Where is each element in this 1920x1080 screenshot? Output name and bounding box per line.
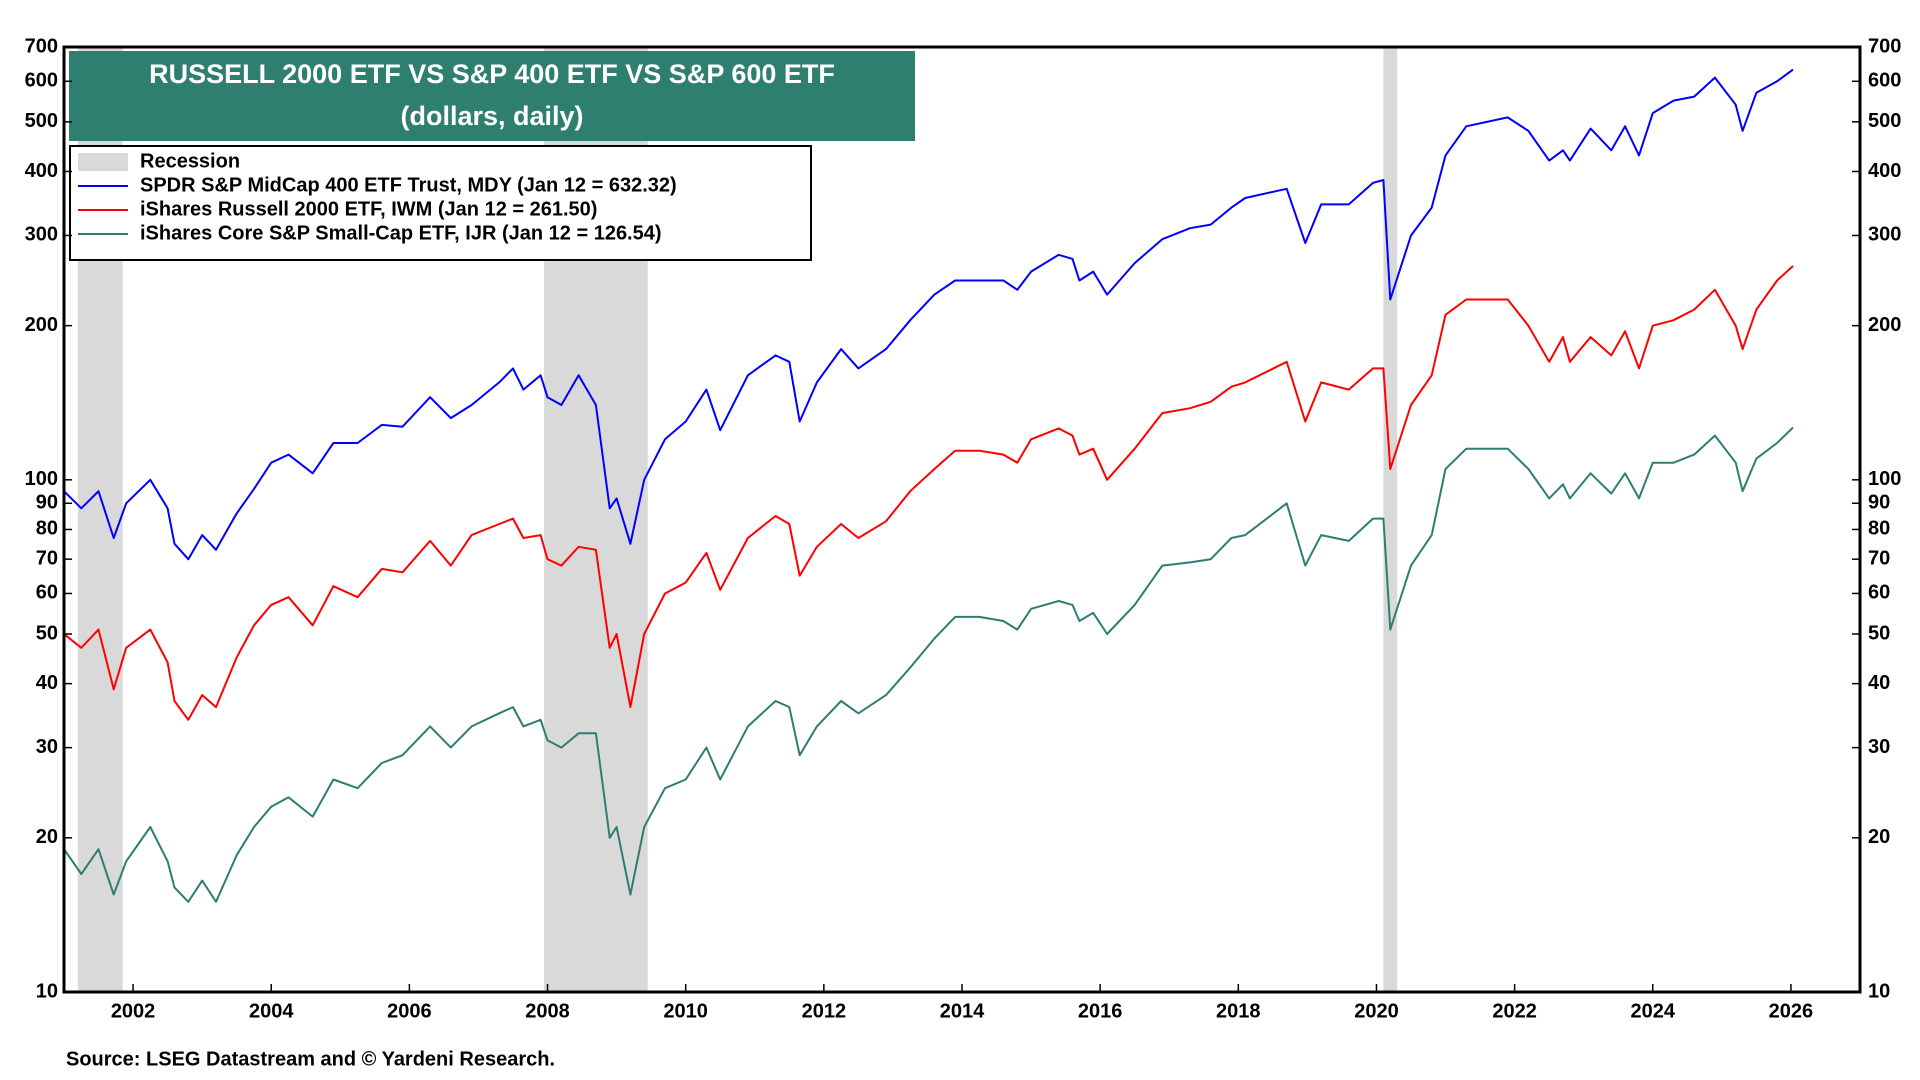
x-tick-label: 2016 <box>1078 1000 1123 1022</box>
x-tick-label: 2010 <box>663 1000 708 1022</box>
y-tick-label: 200 <box>25 314 58 336</box>
y2-tick-label: 20 <box>1868 826 1890 848</box>
y2-tick-label: 700 <box>1868 35 1901 57</box>
y-tick-label: 30 <box>36 736 58 758</box>
series-line <box>63 426 1794 903</box>
y-tick-label: 10 <box>36 980 58 1002</box>
y-tick-label: 90 <box>36 492 58 514</box>
legend-label: iShares Russell 2000 ETF, IWM (Jan 12 = … <box>140 198 597 220</box>
y-tick-label: 600 <box>25 70 58 92</box>
y-tick-label: 60 <box>36 582 58 604</box>
y2-tick-label: 500 <box>1868 110 1901 132</box>
y-tick-label: 20 <box>36 826 58 848</box>
x-tick-label: 2022 <box>1492 1000 1537 1022</box>
x-tick-label: 2014 <box>940 1000 985 1022</box>
y-tick-label: 700 <box>25 35 58 57</box>
y-tick-label: 40 <box>36 672 58 694</box>
y-tick-label: 500 <box>25 110 58 132</box>
x-tick-label: 2002 <box>111 1000 156 1022</box>
x-tick-label: 2012 <box>802 1000 847 1022</box>
series-line <box>63 265 1794 721</box>
y2-tick-label: 100 <box>1868 468 1901 490</box>
y2-tick-label: 80 <box>1868 518 1890 540</box>
x-tick-label: 2008 <box>525 1000 570 1022</box>
y2-tick-label: 70 <box>1868 547 1890 569</box>
x-tick-label: 2004 <box>249 1000 294 1022</box>
series-line <box>63 68 1794 561</box>
y2-tick-label: 90 <box>1868 492 1890 514</box>
x-tick-label: 2018 <box>1216 1000 1261 1022</box>
legend-label: SPDR S&P MidCap 400 ETF Trust, MDY (Jan … <box>140 174 677 196</box>
y2-tick-label: 30 <box>1868 736 1890 758</box>
chart-title: RUSSELL 2000 ETF VS S&P 400 ETF VS S&P 6… <box>149 59 835 89</box>
chart-subtitle: (dollars, daily) <box>400 101 583 131</box>
legend-swatch <box>78 153 128 171</box>
x-tick-label: 2024 <box>1631 1000 1676 1022</box>
y2-tick-label: 600 <box>1868 70 1901 92</box>
y2-tick-label: 200 <box>1868 314 1901 336</box>
y-tick-label: 100 <box>25 468 58 490</box>
y-tick-label: 400 <box>25 160 58 182</box>
y-tick-label: 70 <box>36 547 58 569</box>
y2-tick-label: 40 <box>1868 672 1890 694</box>
x-tick-label: 2026 <box>1769 1000 1814 1022</box>
x-tick-label: 2020 <box>1354 1000 1399 1022</box>
y2-tick-label: 60 <box>1868 582 1890 604</box>
legend-box <box>69 145 812 261</box>
x-tick-label: 2006 <box>387 1000 432 1022</box>
y2-tick-label: 50 <box>1868 622 1890 644</box>
recession-band <box>1383 47 1398 992</box>
legend-label: iShares Core S&P Small-Cap ETF, IJR (Jan… <box>140 222 662 244</box>
legend-label: Recession <box>140 150 240 172</box>
source-note: Source: LSEG Datastream and © Yardeni Re… <box>66 1048 555 1070</box>
y-tick-label: 50 <box>36 622 58 644</box>
y2-tick-label: 400 <box>1868 160 1901 182</box>
y2-tick-label: 10 <box>1868 980 1890 1002</box>
y-tick-label: 300 <box>25 224 58 246</box>
y2-tick-label: 300 <box>1868 224 1901 246</box>
y-tick-label: 80 <box>36 518 58 540</box>
title-box <box>69 51 915 141</box>
